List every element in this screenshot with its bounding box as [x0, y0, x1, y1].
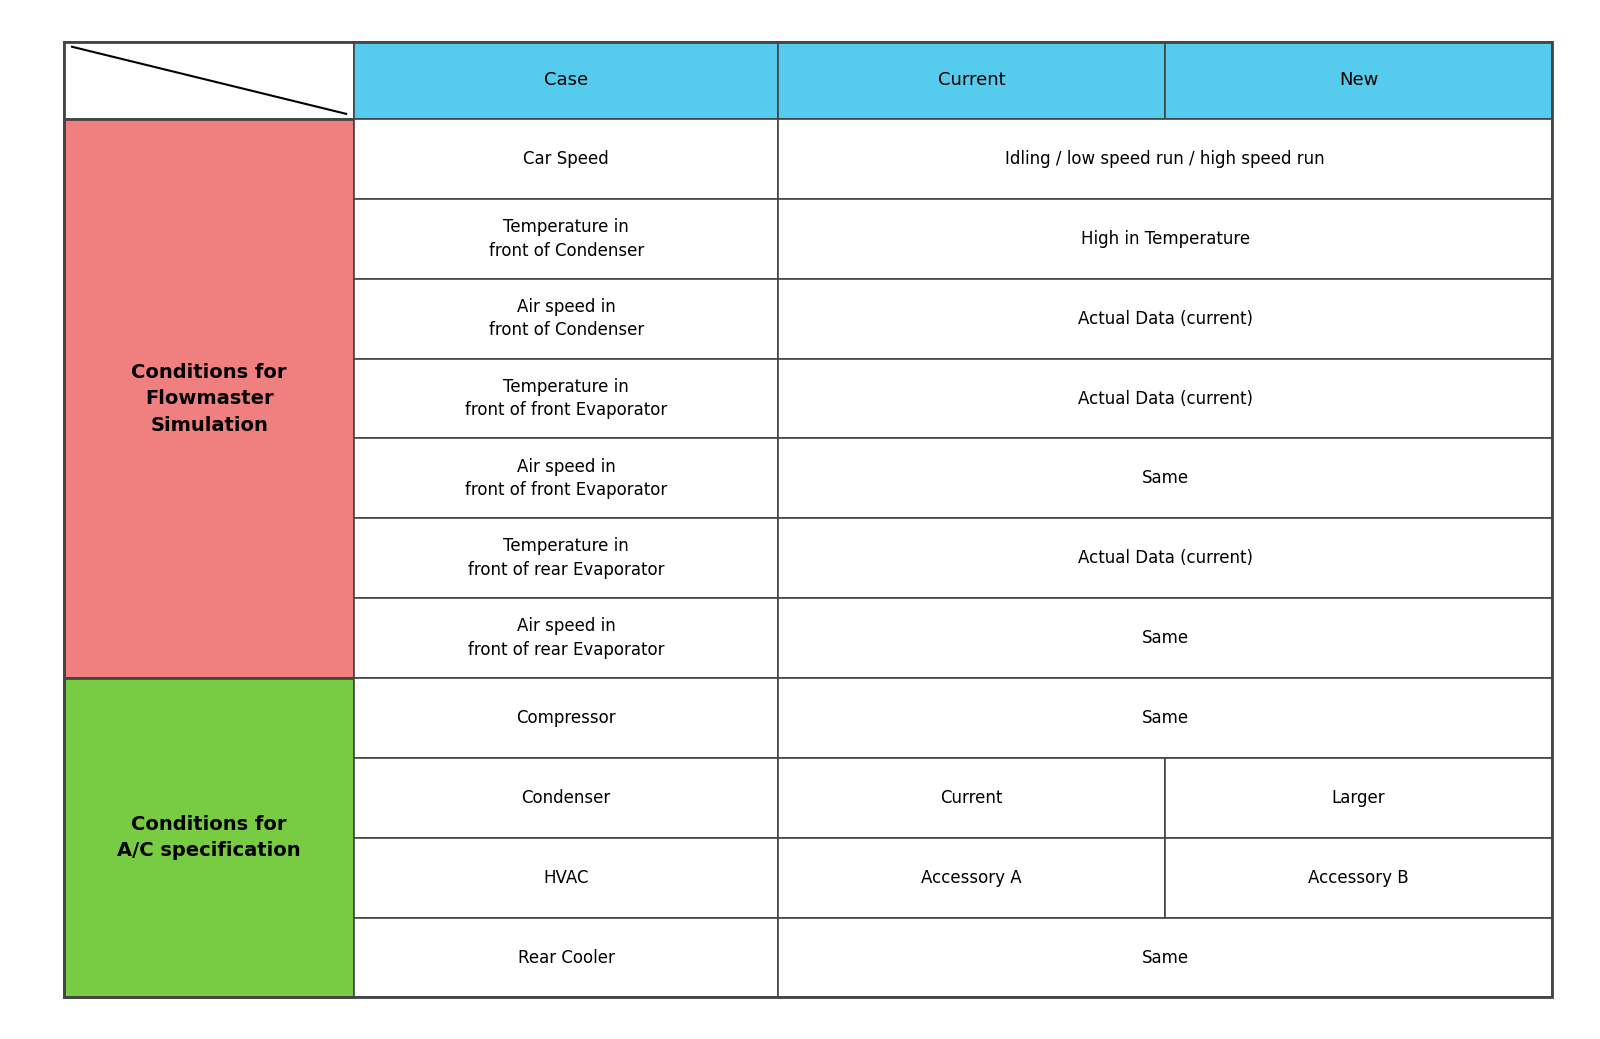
Text: Accessory B: Accessory B — [1309, 869, 1410, 886]
Bar — [778, 757, 1165, 837]
Bar — [354, 438, 778, 518]
Text: New: New — [1339, 72, 1378, 89]
Text: Car Speed: Car Speed — [523, 150, 610, 168]
Bar — [64, 42, 354, 119]
Bar — [778, 42, 1165, 119]
Text: Current: Current — [938, 72, 1005, 89]
Bar — [778, 438, 1552, 518]
Bar — [778, 678, 1552, 757]
Text: Same: Same — [1141, 470, 1189, 487]
Text: Temperature in
front of Condenser: Temperature in front of Condenser — [488, 218, 643, 260]
Text: Case: Case — [544, 72, 589, 89]
Bar — [778, 518, 1552, 598]
Bar — [1165, 757, 1552, 837]
Text: Idling / low speed run / high speed run: Idling / low speed run / high speed run — [1005, 150, 1325, 168]
Text: Air speed in
front of Condenser: Air speed in front of Condenser — [488, 298, 643, 340]
Bar — [354, 917, 778, 997]
Text: Air speed in
front of front Evaporator: Air speed in front of front Evaporator — [466, 457, 667, 499]
Bar — [1165, 837, 1552, 917]
Text: Conditions for
Flowmaster
Simulation: Conditions for Flowmaster Simulation — [131, 363, 286, 434]
Text: Current: Current — [941, 789, 1003, 807]
Bar — [778, 598, 1552, 678]
Text: Same: Same — [1141, 629, 1189, 647]
Text: Conditions for
A/C specification: Conditions for A/C specification — [117, 815, 301, 860]
Text: Accessory A: Accessory A — [922, 869, 1022, 886]
Bar — [354, 598, 778, 678]
Bar — [778, 358, 1552, 438]
Bar — [778, 837, 1165, 917]
Bar — [64, 678, 354, 997]
Text: Temperature in
front of front Evaporator: Temperature in front of front Evaporator — [466, 378, 667, 420]
Text: High in Temperature: High in Temperature — [1080, 230, 1250, 248]
Text: Same: Same — [1141, 949, 1189, 966]
Text: Larger: Larger — [1331, 789, 1386, 807]
Text: Temperature in
front of rear Evaporator: Temperature in front of rear Evaporator — [467, 537, 664, 579]
Text: HVAC: HVAC — [544, 869, 589, 886]
Bar — [354, 757, 778, 837]
Bar — [354, 678, 778, 757]
Text: Actual Data (current): Actual Data (current) — [1078, 310, 1253, 327]
Text: Compressor: Compressor — [517, 709, 616, 727]
Bar — [354, 837, 778, 917]
Text: Actual Data (current): Actual Data (current) — [1078, 390, 1253, 407]
Bar — [778, 917, 1552, 997]
Bar — [1165, 42, 1552, 119]
Bar — [778, 198, 1552, 278]
Bar — [354, 119, 778, 198]
Bar — [354, 278, 778, 358]
Bar — [64, 119, 354, 678]
Bar — [354, 198, 778, 278]
Bar — [354, 518, 778, 598]
Text: Condenser: Condenser — [522, 789, 611, 807]
Text: Same: Same — [1141, 709, 1189, 727]
Bar — [778, 119, 1552, 198]
Bar — [778, 278, 1552, 358]
Text: Rear Cooler: Rear Cooler — [518, 949, 614, 966]
Bar — [354, 42, 778, 119]
Text: Actual Data (current): Actual Data (current) — [1078, 550, 1253, 567]
Text: Air speed in
front of rear Evaporator: Air speed in front of rear Evaporator — [467, 617, 664, 659]
Bar — [354, 358, 778, 438]
